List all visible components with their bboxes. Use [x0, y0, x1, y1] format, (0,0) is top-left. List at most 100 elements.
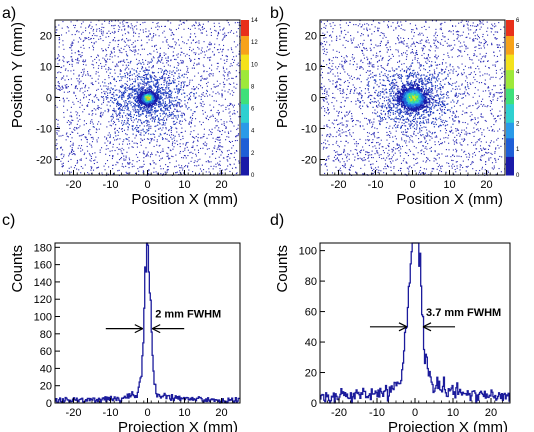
heatmap-hit [102, 114, 104, 116]
heatmap-hit [134, 90, 136, 93]
heatmap-hit [215, 120, 217, 122]
heatmap-hit [148, 85, 151, 88]
heatmap-hit [232, 145, 234, 147]
heatmap-hit [117, 107, 120, 110]
heatmap-hit [117, 114, 119, 116]
heatmap-hit [154, 111, 156, 113]
heatmap-hit [478, 130, 480, 132]
heatmap-hit [133, 142, 135, 144]
heatmap-hit [155, 76, 157, 78]
heatmap-hit [160, 78, 162, 80]
heatmap-hit [183, 76, 185, 78]
heatmap-hit [132, 46, 134, 48]
heatmap-hit [187, 166, 189, 168]
heatmap-hit [110, 91, 112, 93]
heatmap-hit [161, 96, 163, 99]
heatmap-hit [112, 115, 114, 117]
heatmap-hit [216, 80, 218, 82]
heatmap-hit [122, 60, 124, 62]
heatmap-hit [87, 26, 90, 28]
heatmap-hit [166, 138, 168, 140]
heatmap-hit [163, 89, 165, 91]
heatmap-hit [451, 165, 453, 167]
heatmap-hit [224, 34, 226, 36]
heatmap-hit [155, 85, 157, 88]
heatmap-hit [85, 96, 87, 98]
heatmap-cells [320, 20, 507, 177]
heatmap-hit [105, 85, 107, 87]
heatmap-hit [182, 22, 184, 24]
heatmap-hit [157, 85, 159, 87]
heatmap-hit [139, 70, 141, 72]
heatmap-hit [145, 73, 148, 76]
heatmap-hit [136, 104, 138, 107]
heatmap-hit [179, 120, 181, 123]
heatmap-hit [138, 60, 140, 62]
heatmap-hit [135, 110, 137, 112]
heatmap-hit [191, 117, 194, 120]
heatmap-hit [144, 85, 146, 87]
heatmap-hit [166, 104, 168, 107]
heatmap-hit [171, 31, 173, 34]
heatmap-hit [156, 115, 158, 117]
heatmap-hit [81, 87, 83, 89]
heatmap-hit [90, 157, 93, 160]
heatmap-hit [131, 89, 133, 91]
heatmap-hit [203, 70, 205, 72]
heatmap-hit [193, 111, 195, 113]
heatmap-hit [148, 169, 150, 171]
heatmap-hit [195, 92, 198, 94]
heatmap-hit [121, 29, 123, 31]
heatmap-hit [165, 69, 167, 71]
heatmap-hit [130, 92, 132, 94]
heatmap-hit [78, 78, 80, 80]
heatmap-hit [223, 124, 225, 127]
heatmap-hit [78, 60, 80, 62]
heatmap-hit [99, 85, 102, 87]
heatmap-hit [208, 49, 210, 51]
heatmap-hit [218, 111, 220, 114]
heatmap-hit [150, 107, 152, 110]
colorbar-segment [241, 140, 249, 145]
heatmap-hit [96, 139, 98, 141]
heatmap-hit [147, 151, 149, 153]
x-tick-label: -10 [103, 179, 119, 191]
heatmap-hit [236, 150, 238, 152]
heatmap-hit [434, 40, 436, 42]
heatmap-hit [172, 81, 175, 84]
heatmap-hit [210, 131, 212, 133]
heatmap-hit [141, 107, 143, 109]
heatmap-hit [139, 125, 141, 127]
heatmap-hit [83, 94, 85, 96]
heatmap-hit [201, 75, 203, 77]
heatmap-hit [232, 77, 234, 79]
heatmap-hit [143, 83, 145, 86]
heatmap-hit [391, 53, 393, 55]
heatmap-hit [189, 57, 191, 59]
heatmap-hit [194, 111, 196, 113]
heatmap-hit [153, 92, 156, 95]
heatmap-hit [86, 138, 88, 140]
heatmap-hit [147, 130, 149, 132]
heatmap-hit [138, 33, 140, 35]
heatmap-hit [88, 25, 90, 27]
heatmap-hit [223, 75, 225, 77]
heatmap-hit [84, 30, 87, 32]
heatmap-hit [136, 130, 138, 132]
heatmap-hit [176, 118, 179, 120]
heatmap-hit [81, 134, 83, 136]
heatmap-hit [223, 86, 225, 88]
heatmap-hit [128, 113, 130, 115]
heatmap-hit [333, 127, 336, 129]
heatmap-hit [135, 90, 137, 92]
heatmap-hit [159, 96, 161, 98]
heatmap-hit [178, 164, 180, 166]
heatmap-hit [339, 133, 341, 135]
heatmap-hit [170, 60, 172, 62]
heatmap-hit [79, 102, 81, 104]
heatmap-hit [87, 73, 89, 75]
heatmap-hit [216, 68, 218, 70]
heatmap-hit [164, 25, 167, 27]
heatmap-hit [183, 21, 185, 23]
heatmap-hit [76, 31, 78, 33]
